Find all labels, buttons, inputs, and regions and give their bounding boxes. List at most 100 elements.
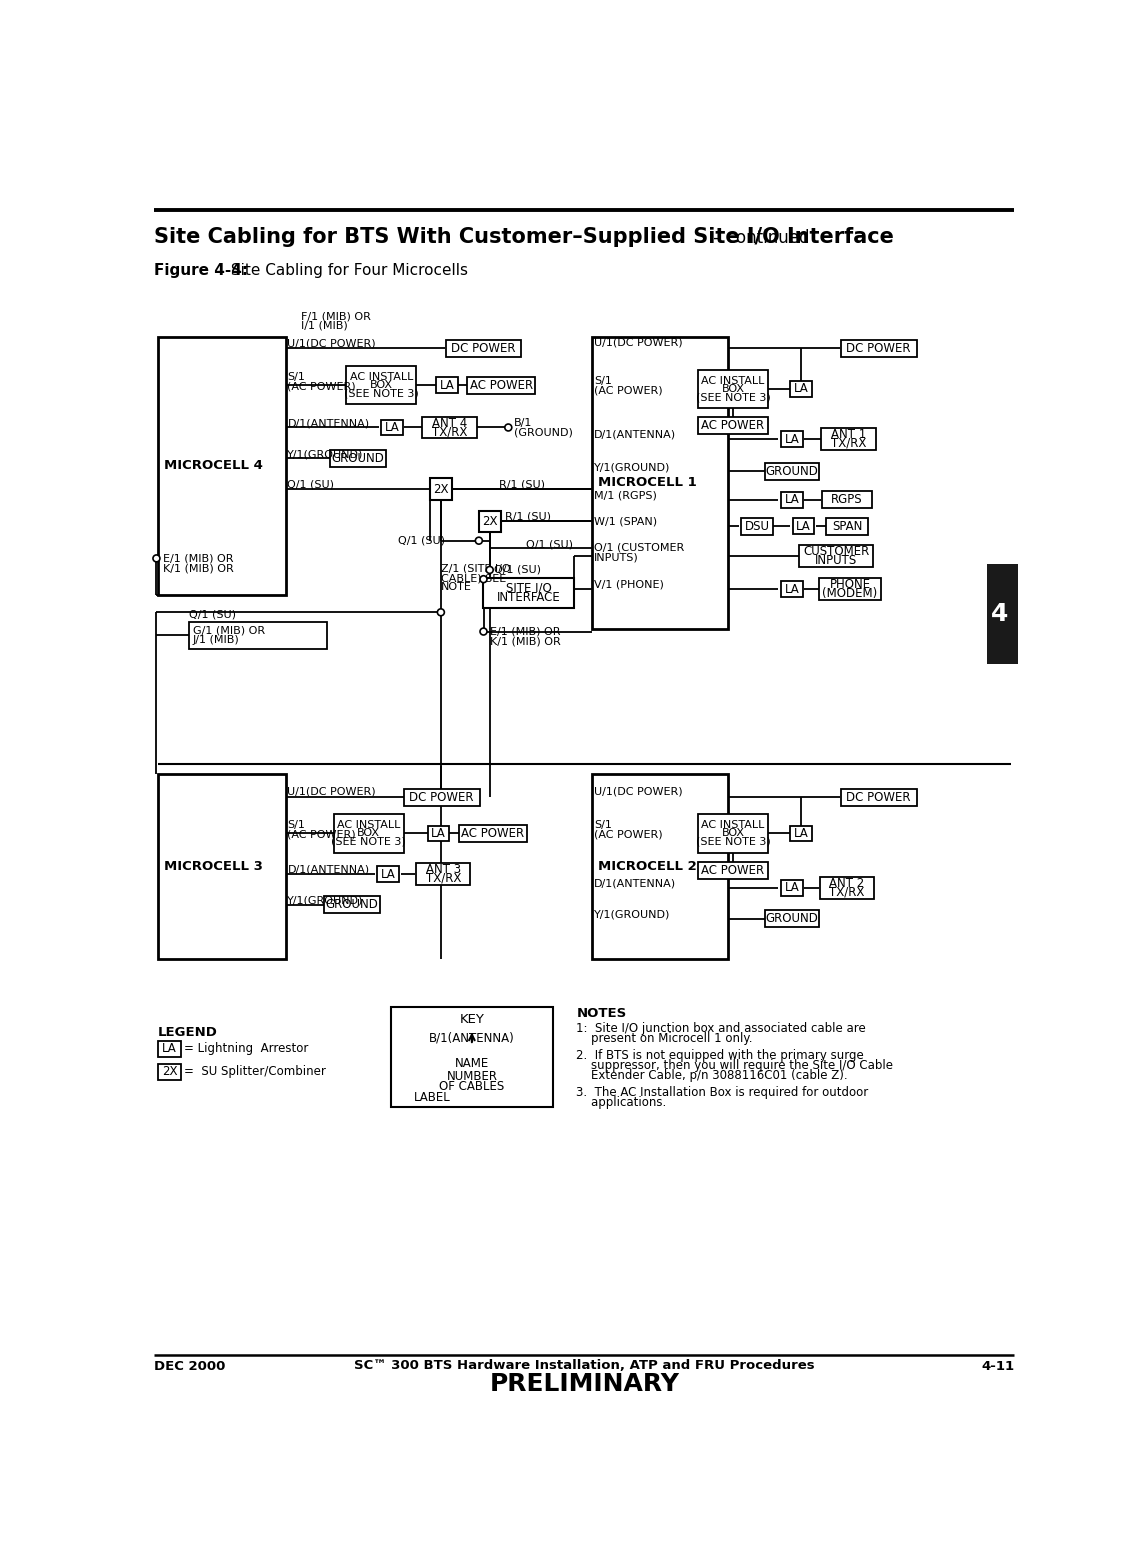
Text: B/1: B/1 bbox=[514, 418, 532, 429]
Text: K/1 (MIB) OR: K/1 (MIB) OR bbox=[490, 636, 561, 646]
Text: U/1(DC POWER): U/1(DC POWER) bbox=[287, 786, 376, 796]
Bar bbox=[698, 418, 768, 435]
Text: suppressor, then you will require the Site I/O Cable: suppressor, then you will require the Si… bbox=[577, 1058, 894, 1072]
Bar bbox=[391, 1007, 553, 1106]
Bar bbox=[781, 581, 803, 597]
Text: U/1(DC POWER): U/1(DC POWER) bbox=[287, 339, 376, 348]
Bar bbox=[698, 814, 768, 853]
Bar bbox=[422, 416, 477, 438]
Text: G/1 (MIB) OR: G/1 (MIB) OR bbox=[193, 625, 264, 636]
Text: Q/1 (SU): Q/1 (SU) bbox=[527, 539, 573, 550]
Text: SC™ 300 BTS Hardware Installation, ATP and FRU Procedures: SC™ 300 BTS Hardware Installation, ATP a… bbox=[353, 1360, 815, 1372]
Bar bbox=[822, 491, 872, 508]
Text: 3.  The AC Installation Box is required for outdoor: 3. The AC Installation Box is required f… bbox=[577, 1086, 869, 1099]
Text: S/1: S/1 bbox=[287, 371, 306, 382]
Text: I/1 (MIB): I/1 (MIB) bbox=[301, 320, 348, 331]
Text: 2X: 2X bbox=[433, 483, 449, 496]
Text: GROUND: GROUND bbox=[766, 465, 819, 479]
Text: DC POWER: DC POWER bbox=[847, 791, 911, 803]
Text: AC INSTALL: AC INSTALL bbox=[350, 371, 413, 382]
Text: GROUND: GROUND bbox=[332, 452, 384, 465]
Text: DSU: DSU bbox=[744, 519, 770, 533]
Text: BOX: BOX bbox=[369, 381, 392, 390]
Text: NOTE: NOTE bbox=[441, 583, 472, 592]
Text: D/1(ANTENNA): D/1(ANTENNA) bbox=[287, 866, 369, 875]
Text: SITE I/O: SITE I/O bbox=[505, 581, 552, 594]
Text: 2X: 2X bbox=[482, 514, 497, 528]
Bar bbox=[428, 825, 449, 841]
Text: AC POWER: AC POWER bbox=[462, 827, 524, 839]
Bar bbox=[404, 788, 480, 805]
Text: 2.  If BTS is not equipped with the primary surge: 2. If BTS is not equipped with the prima… bbox=[577, 1049, 864, 1061]
Text: S/1: S/1 bbox=[594, 376, 612, 385]
Bar bbox=[430, 479, 451, 500]
Text: M/1 (RGPS): M/1 (RGPS) bbox=[594, 491, 657, 500]
Text: DC POWER: DC POWER bbox=[409, 791, 474, 803]
Text: LA: LA bbox=[793, 827, 808, 839]
Text: LA: LA bbox=[440, 379, 455, 392]
Bar bbox=[741, 517, 773, 535]
Text: NOTES: NOTES bbox=[577, 1007, 627, 1019]
Bar bbox=[592, 337, 727, 629]
Bar bbox=[189, 622, 327, 650]
Text: SPAN: SPAN bbox=[832, 519, 862, 533]
Text: (SEE NOTE 3): (SEE NOTE 3) bbox=[332, 836, 406, 847]
Text: AC INSTALL: AC INSTALL bbox=[337, 821, 400, 830]
Text: MICROCELL 2: MICROCELL 2 bbox=[598, 859, 697, 873]
Text: TX/RX: TX/RX bbox=[831, 437, 866, 449]
Text: AC POWER: AC POWER bbox=[701, 864, 765, 876]
Bar bbox=[987, 564, 1018, 664]
Text: LA: LA bbox=[784, 432, 799, 446]
Circle shape bbox=[487, 567, 494, 573]
Text: Q/1 (SU): Q/1 (SU) bbox=[287, 480, 334, 490]
Bar bbox=[820, 876, 874, 898]
Bar bbox=[781, 493, 803, 508]
Text: D/1(ANTENNA): D/1(ANTENNA) bbox=[594, 878, 676, 889]
Text: NUMBER: NUMBER bbox=[447, 1069, 497, 1083]
Bar bbox=[765, 911, 819, 928]
Text: INPUTS): INPUTS) bbox=[594, 552, 640, 563]
Bar bbox=[790, 381, 812, 396]
Bar bbox=[799, 545, 873, 567]
Text: D/1(ANTENNA): D/1(ANTENNA) bbox=[287, 418, 369, 429]
Text: E/1 (MIB) OR: E/1 (MIB) OR bbox=[490, 626, 561, 637]
Text: GROUND: GROUND bbox=[325, 898, 378, 911]
Bar bbox=[458, 825, 527, 842]
Text: LA: LA bbox=[384, 421, 399, 434]
Bar bbox=[781, 880, 803, 895]
Text: Z/1 (SITE I/O: Z/1 (SITE I/O bbox=[441, 564, 511, 573]
Text: TX/RX: TX/RX bbox=[432, 426, 467, 438]
Text: NAME: NAME bbox=[455, 1057, 489, 1069]
Bar bbox=[158, 1041, 181, 1057]
Bar bbox=[781, 432, 803, 446]
Text: MICROCELL 4: MICROCELL 4 bbox=[164, 458, 263, 472]
Text: D/1(ANTENNA): D/1(ANTENNA) bbox=[594, 430, 676, 440]
Text: Q/1 (SU): Q/1 (SU) bbox=[398, 535, 446, 545]
Text: LABEL: LABEL bbox=[414, 1091, 450, 1105]
Text: U/1(DC POWER): U/1(DC POWER) bbox=[594, 337, 683, 348]
Bar bbox=[592, 774, 727, 959]
Text: – continued: – continued bbox=[708, 228, 809, 247]
Text: =  SU Splitter/Combiner: = SU Splitter/Combiner bbox=[185, 1066, 326, 1078]
Bar bbox=[437, 378, 458, 393]
Text: (SEE NOTE 3): (SEE NOTE 3) bbox=[344, 388, 418, 399]
Text: CABLE) SEE: CABLE) SEE bbox=[441, 573, 506, 583]
Circle shape bbox=[438, 609, 445, 615]
Text: S/1: S/1 bbox=[594, 821, 612, 830]
Text: GROUND: GROUND bbox=[766, 912, 819, 925]
Bar bbox=[790, 825, 812, 841]
Text: LA: LA bbox=[784, 493, 799, 507]
Text: 1:  Site I/O junction box and associated cable are: 1: Site I/O junction box and associated … bbox=[577, 1023, 866, 1035]
Text: (GROUND): (GROUND) bbox=[514, 427, 572, 438]
Text: LA: LA bbox=[431, 827, 446, 839]
Text: CUSTOMER: CUSTOMER bbox=[803, 545, 870, 558]
Text: R/1 (SU): R/1 (SU) bbox=[499, 479, 545, 490]
Circle shape bbox=[480, 575, 487, 583]
Text: O/1 (CUSTOMER: O/1 (CUSTOMER bbox=[594, 542, 685, 553]
Text: Y/1(GROUND): Y/1(GROUND) bbox=[287, 895, 364, 906]
Bar bbox=[698, 370, 768, 409]
Circle shape bbox=[153, 555, 160, 563]
Text: E/1 (MIB) OR: E/1 (MIB) OR bbox=[163, 553, 234, 564]
Text: ANT 1: ANT 1 bbox=[831, 429, 866, 441]
Text: AC INSTALL: AC INSTALL bbox=[701, 821, 765, 830]
